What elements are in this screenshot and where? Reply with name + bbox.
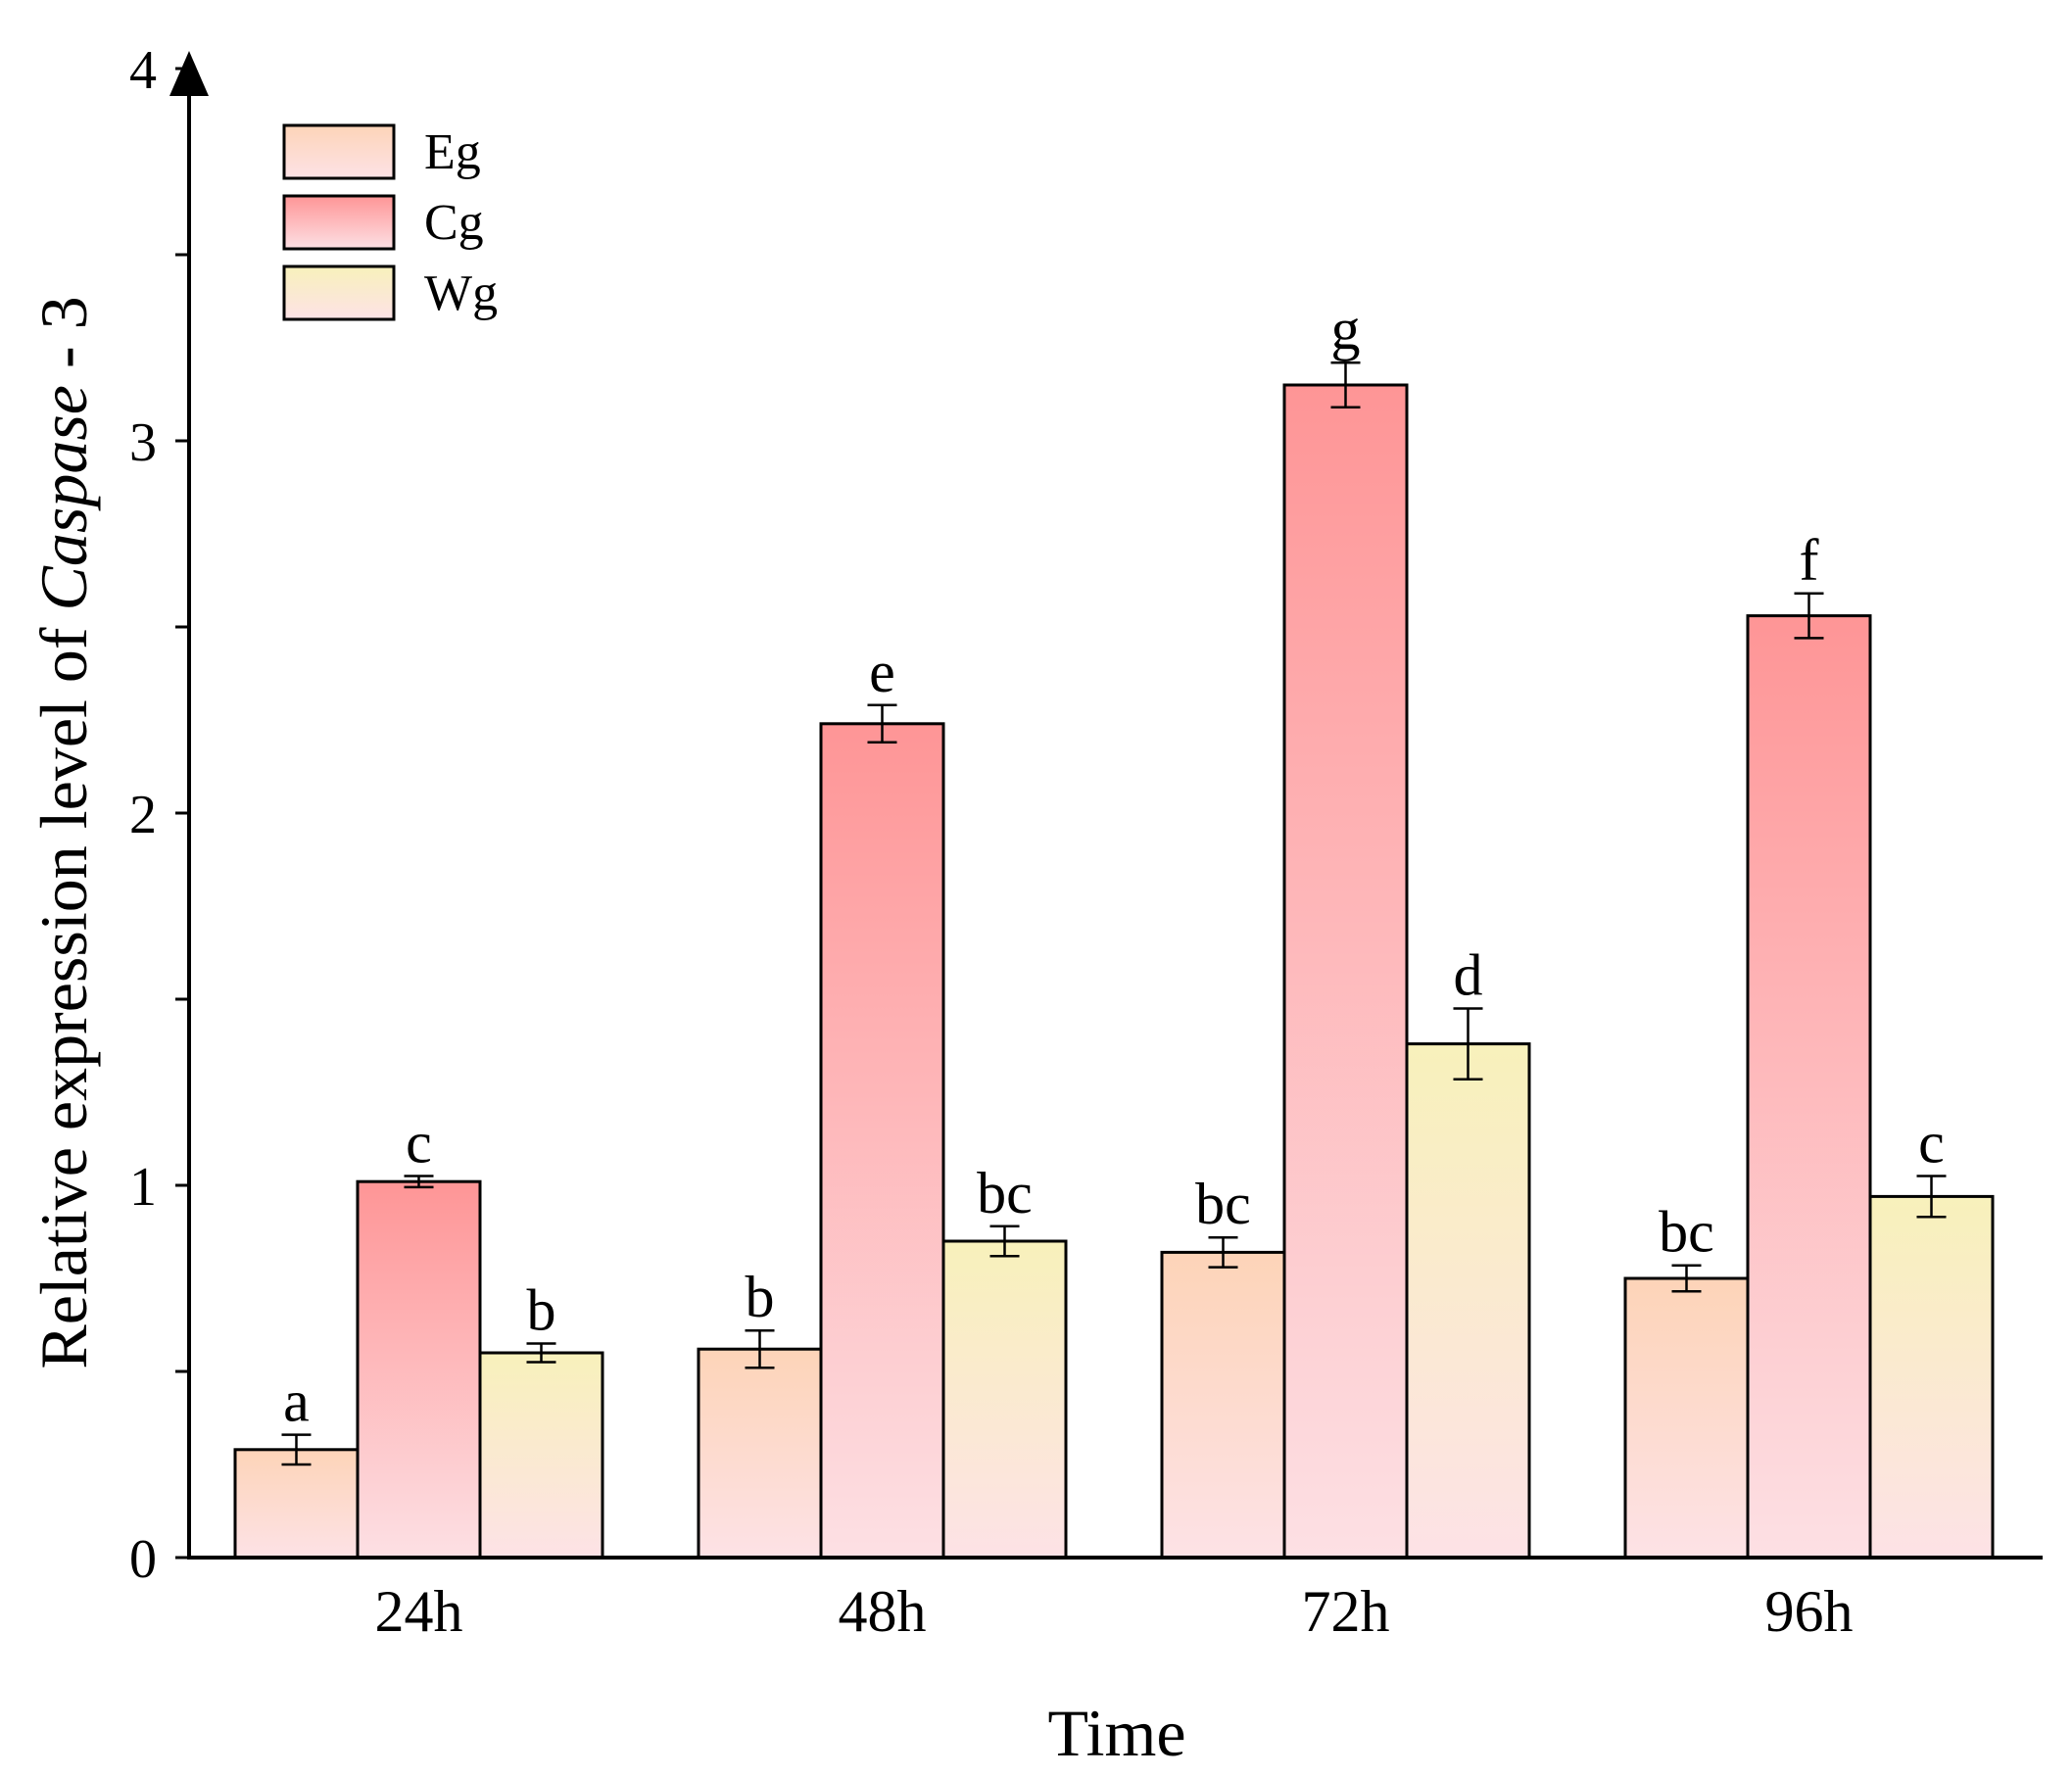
y-tick-label: 3 <box>129 412 157 473</box>
legend-item-wg: Wg <box>282 264 498 321</box>
y-tick-label: 0 <box>129 1529 157 1590</box>
significance-letter-cg-48h: e <box>869 640 895 704</box>
bar-eg-96h <box>1623 1276 1750 1560</box>
error-bar-wg-48h <box>989 1225 1020 1258</box>
error-bar-wg-96h <box>1916 1175 1947 1219</box>
significance-letter-eg-24h: a <box>283 1369 310 1434</box>
y-axis-arrow-icon <box>169 51 209 96</box>
legend-label: Cg <box>424 195 484 251</box>
error-bar-wg-72h <box>1453 1007 1483 1081</box>
significance-letter-cg-72h: g <box>1331 297 1361 361</box>
legend: Eg Cg Wg <box>282 123 498 321</box>
legend-item-cg: Cg <box>282 194 484 251</box>
significance-letter-cg-24h: c <box>406 1111 432 1176</box>
significance-letter-eg-48h: b <box>746 1265 775 1329</box>
x-category-label: 72h <box>1302 1579 1390 1644</box>
error-bar-eg-24h <box>281 1433 312 1466</box>
error-bar-cg-96h <box>1794 592 1824 640</box>
legend-item-eg: Eg <box>282 123 481 180</box>
y-axis-title: Relative expression level of Caspase - 3 <box>26 296 101 1369</box>
y-axis-title-suffix: - 3 <box>26 296 101 385</box>
y-ticks: 0 1 2 3 4 <box>129 40 189 1590</box>
y-tick-label: 4 <box>129 40 157 101</box>
bar-wg-96h <box>1868 1194 1995 1560</box>
bar-wg-72h <box>1405 1042 1531 1560</box>
significance-letter-eg-72h: bc <box>1195 1172 1251 1236</box>
significance-letter-wg-48h: bc <box>977 1161 1033 1225</box>
bar-eg-24h <box>233 1448 360 1560</box>
legend-label: Wg <box>424 265 498 321</box>
error-bar-cg-48h <box>867 703 897 744</box>
bar-cg-48h <box>819 722 945 1560</box>
error-bar-eg-48h <box>745 1328 775 1369</box>
x-category-labels: 24h 48h 72h 96h <box>375 1579 1854 1644</box>
bar-eg-72h <box>1160 1250 1286 1560</box>
legend-swatch <box>282 264 396 321</box>
significance-letters-layer: a c b b e bc bc g d bc f c <box>283 297 1945 1433</box>
x-category-label: 96h <box>1765 1579 1854 1644</box>
y-axis-title-gene: Caspase <box>26 385 101 610</box>
bars-layer <box>233 383 1995 1560</box>
error-bar-eg-72h <box>1208 1235 1238 1269</box>
y-axis-title-prefix: Relative expression level of <box>26 610 101 1369</box>
axes <box>169 51 2043 1560</box>
x-category-label: 24h <box>375 1579 463 1644</box>
legend-label: Eg <box>424 124 481 180</box>
bar-cg-24h <box>356 1179 482 1560</box>
significance-letter-cg-96h: f <box>1800 528 1819 593</box>
bar-cg-96h <box>1746 614 1872 1560</box>
error-bar-wg-24h <box>526 1342 556 1364</box>
significance-letter-wg-24h: b <box>527 1278 556 1343</box>
bar-wg-24h <box>478 1351 604 1560</box>
bar-cg-72h <box>1282 383 1409 1560</box>
bar-eg-48h <box>697 1347 823 1560</box>
y-tick-label: 1 <box>129 1157 157 1218</box>
y-tick-label: 2 <box>129 785 157 845</box>
significance-letter-wg-96h: c <box>1918 1111 1945 1176</box>
error-bar-eg-96h <box>1671 1264 1702 1293</box>
x-category-label: 48h <box>839 1579 927 1644</box>
bar-wg-48h <box>941 1239 1068 1560</box>
error-bar-cg-24h <box>404 1175 434 1189</box>
legend-swatch <box>282 123 396 180</box>
significance-letter-wg-72h: d <box>1454 943 1483 1008</box>
error-bars-layer <box>281 360 1947 1466</box>
error-bar-cg-72h <box>1330 360 1361 409</box>
legend-swatch <box>282 194 396 251</box>
x-axis-title: Time <box>1047 1696 1185 1770</box>
significance-letter-eg-96h: bc <box>1659 1200 1714 1265</box>
